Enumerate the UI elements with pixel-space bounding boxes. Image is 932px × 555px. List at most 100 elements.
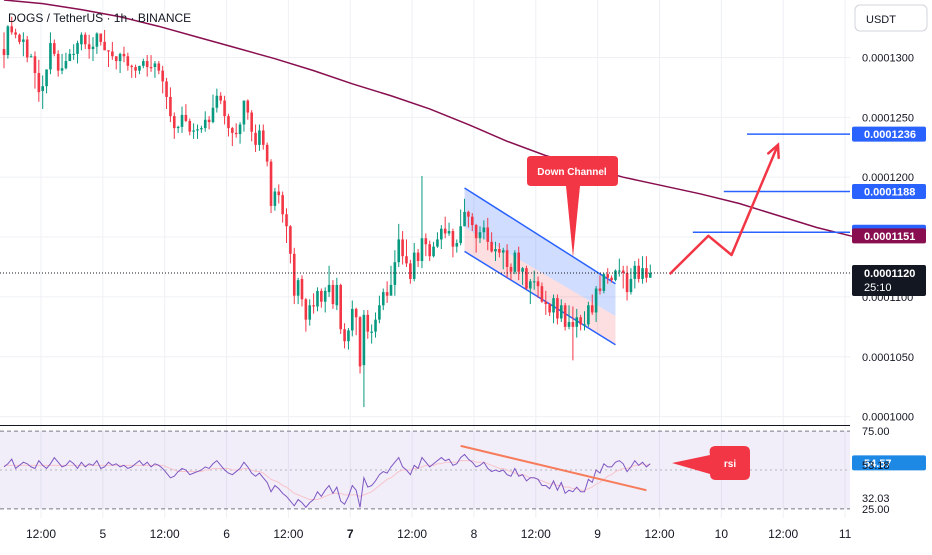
candle — [463, 211, 466, 227]
candle — [91, 46, 95, 50]
candle — [18, 34, 21, 42]
candle — [420, 238, 424, 261]
candle — [501, 250, 505, 253]
candle — [192, 130, 195, 132]
candle — [114, 56, 118, 62]
time-tick-label: 9 — [594, 527, 601, 541]
rsi-line — [3, 453, 651, 509]
candle — [482, 227, 486, 233]
candle — [238, 124, 242, 135]
candle — [571, 322, 575, 327]
candle — [327, 284, 331, 293]
candle — [316, 290, 319, 307]
time-tick-label: 10 — [715, 527, 729, 541]
currency-button[interactable]: USDT — [854, 4, 928, 32]
candle — [250, 112, 253, 132]
candle — [211, 107, 215, 123]
candle — [436, 239, 439, 247]
candle — [393, 262, 397, 285]
candle — [563, 305, 567, 327]
candle — [169, 96, 172, 117]
candle — [540, 286, 544, 302]
candle — [505, 250, 509, 267]
candle — [594, 288, 598, 313]
candle — [219, 95, 223, 101]
candle — [443, 228, 447, 234]
down-channel-label: Down Channel — [537, 167, 607, 178]
candle — [513, 252, 517, 272]
candle — [648, 272, 652, 278]
candle — [258, 130, 261, 145]
candle — [381, 292, 385, 306]
candle — [552, 298, 555, 313]
candle — [606, 274, 610, 278]
time-tick-label: 6 — [223, 527, 230, 541]
candle — [625, 272, 629, 293]
candle — [277, 191, 281, 196]
candle — [602, 274, 606, 291]
candle — [188, 120, 192, 132]
candle — [320, 290, 323, 302]
candle — [412, 252, 416, 279]
candle — [25, 39, 29, 58]
candle — [521, 268, 524, 272]
chart-title: DOGS / TetherUS · 1h · BINANCE — [8, 11, 191, 25]
price-tick-label: 0.0001250 — [862, 112, 914, 124]
moving-average-badge — [852, 228, 926, 244]
candle — [509, 266, 513, 272]
candle — [242, 100, 246, 125]
candle — [107, 50, 110, 52]
candle — [118, 53, 122, 62]
candle — [354, 308, 358, 318]
time-tick-label: 12:00 — [150, 527, 180, 541]
candle — [474, 225, 478, 239]
candle — [583, 324, 586, 326]
candle — [22, 39, 25, 42]
candle — [517, 252, 521, 272]
candle — [351, 308, 354, 331]
candle — [149, 67, 153, 69]
candle — [29, 56, 33, 58]
time-tick-label: 12:00 — [26, 527, 56, 541]
candle — [273, 191, 277, 206]
candle — [532, 281, 536, 283]
price-tick-label: 0.0001000 — [862, 412, 914, 424]
candle — [455, 243, 459, 247]
candle — [339, 284, 342, 330]
candle — [126, 56, 130, 66]
candle — [536, 281, 540, 287]
candle — [343, 329, 346, 342]
candle — [45, 69, 48, 87]
candle — [401, 239, 404, 257]
rsi-ma-value-text: 53.18 — [862, 460, 890, 472]
candle — [610, 277, 613, 281]
candle — [87, 44, 91, 50]
time-tick-label: 7 — [347, 527, 354, 541]
candle — [289, 226, 292, 254]
candle — [579, 317, 582, 325]
target-2-badge — [852, 184, 926, 200]
candle — [68, 53, 72, 62]
candle — [308, 305, 312, 320]
rsi-divergence-line — [460, 444, 647, 492]
time-tick-label: 12:00 — [521, 527, 551, 541]
candle — [2, 49, 6, 56]
candle — [614, 270, 617, 281]
candle — [157, 63, 161, 71]
candle — [234, 132, 238, 135]
time-tick-label: 12:00 — [644, 527, 674, 541]
candle — [33, 56, 37, 74]
candle — [641, 268, 644, 279]
rsi-lower-value-text: 32.03 — [862, 493, 890, 505]
candle — [49, 43, 52, 70]
candle — [494, 249, 497, 252]
down-channel-callout: Down Channel — [527, 156, 618, 257]
candle — [358, 317, 362, 367]
candle — [37, 73, 41, 93]
candle — [292, 253, 296, 296]
candle — [60, 68, 64, 71]
candle — [161, 70, 164, 82]
candle — [281, 195, 284, 215]
candle — [598, 288, 602, 291]
